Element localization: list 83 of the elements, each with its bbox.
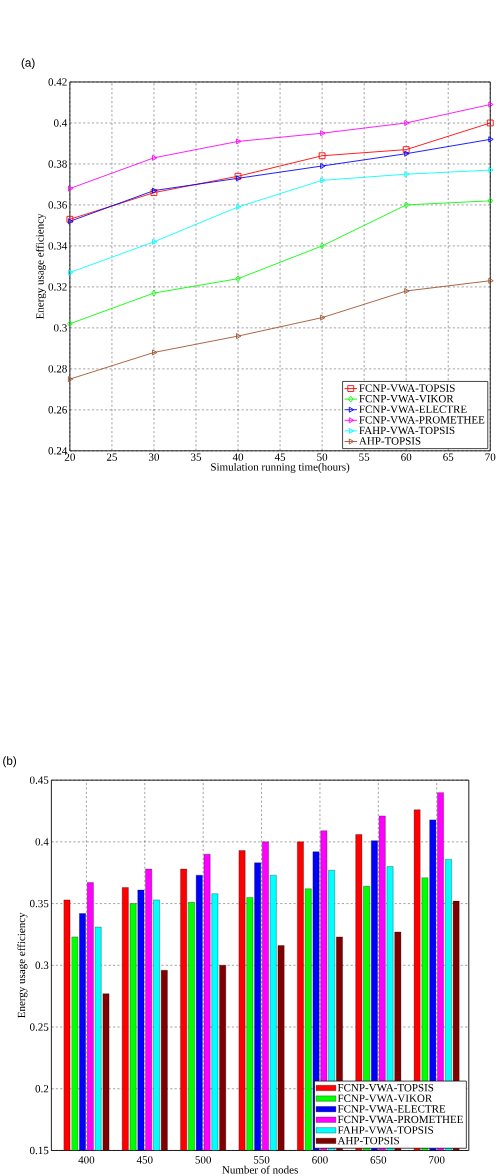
y-axis-title: Energy usage efficiency	[35, 213, 46, 320]
x-tick-label: 40	[232, 453, 244, 461]
point	[488, 167, 494, 174]
y-tick-label: 0.38	[48, 160, 67, 168]
y-tick-label: 0.3	[53, 324, 67, 332]
y-tick-label: 0.25	[29, 1023, 49, 1031]
x-tick-label: 550	[253, 1156, 270, 1164]
point	[67, 269, 74, 276]
point	[402, 146, 410, 153]
point	[404, 288, 410, 294]
point	[320, 163, 326, 169]
point	[404, 150, 410, 157]
y-tick-label: 0.3	[35, 961, 49, 970]
x-axis-title: Simulation running time(hours)	[211, 462, 350, 473]
x-tick-label: 30	[148, 453, 159, 461]
point	[320, 314, 326, 321]
point	[320, 130, 326, 137]
legend-label: FCNP-VWA-TOPSIS	[337, 1084, 434, 1092]
x-tick-label: 650	[370, 1156, 387, 1164]
y-tick-label: 0.42	[48, 78, 67, 86]
x-tick-label: 50	[317, 453, 328, 461]
x-tick-label: 400	[78, 1156, 95, 1164]
point	[67, 376, 74, 383]
chart-title: (b)	[3, 756, 16, 768]
y-tick-label: 0.34	[48, 242, 68, 250]
chart-title: (a)	[21, 58, 35, 70]
point	[67, 185, 74, 192]
point	[151, 238, 158, 245]
legend-label: FCNP-VWA-TOPSIS	[359, 384, 455, 392]
y-tick-label: 0.4	[53, 119, 68, 127]
x-tick-label: 20	[64, 453, 75, 461]
point	[319, 242, 325, 250]
x-axis-title: Number of nodes	[222, 1165, 298, 1174]
point	[403, 201, 409, 209]
y-tick-label: 0.32	[48, 283, 67, 291]
x-tick-label: 600	[312, 1156, 328, 1164]
x-tick-label: 500	[195, 1156, 211, 1164]
point	[488, 101, 494, 108]
point	[235, 275, 241, 283]
y-tick-label: 0.36	[48, 201, 67, 209]
x-tick-label: 45	[274, 453, 286, 461]
legend-label: FCNP-VWA-ELECTRE	[359, 405, 467, 413]
x-tick-label: 70	[485, 453, 496, 461]
point	[488, 136, 494, 143]
y-tick-label: 0.2	[35, 1085, 49, 1093]
x-tick-label: 450	[136, 1156, 153, 1164]
y-tick-label: 0.35	[29, 899, 49, 908]
point	[318, 152, 326, 160]
point	[487, 197, 493, 205]
x-tick-label: 55	[359, 453, 370, 461]
legend-label: FAHP-VWA-TOPSIS	[337, 1126, 433, 1134]
legend-label: FCNP-VWA-PROMETHEE	[359, 416, 485, 424]
y-tick-label: 0.24	[48, 447, 68, 455]
point	[486, 119, 494, 127]
x-tick-label: 25	[106, 453, 117, 461]
legend-label: FAHP-VWA-TOPSIS	[359, 426, 455, 435]
point	[236, 333, 242, 340]
x-tick-label: 60	[401, 453, 412, 461]
x-tick-label: 35	[190, 453, 201, 461]
point	[488, 277, 494, 284]
point	[404, 171, 410, 178]
y-tick-label: 0.45	[29, 776, 49, 784]
legend-label: FCNP-VWA-VIKOR	[359, 394, 454, 403]
y-tick-label: 0.28	[48, 365, 67, 373]
point	[320, 177, 326, 184]
legend-label: AHP-TOPSIS	[358, 437, 421, 445]
point	[151, 154, 158, 161]
x-tick-label: 700	[429, 1156, 445, 1164]
y-axis-title: Energy usage efficiency	[17, 912, 28, 1018]
y-tick-label: 0.15	[29, 1146, 49, 1155]
y-tick-label: 0.4	[35, 838, 49, 846]
legend-label: AHP-TOPSIS	[337, 1136, 399, 1145]
point	[151, 349, 158, 356]
point	[236, 138, 242, 145]
point	[404, 119, 410, 126]
point	[67, 320, 73, 328]
legend-label: FCNP-VWA-ELECTRE	[337, 1105, 446, 1113]
x-tick-label: 65	[443, 453, 454, 461]
y-tick-label: 0.26	[48, 406, 67, 414]
point	[151, 289, 157, 297]
point	[236, 203, 242, 210]
legend-label: FCNP-VWA-VIKOR	[337, 1094, 433, 1103]
legend-label: FCNP-VWA-PROMETHEE	[337, 1115, 463, 1124]
